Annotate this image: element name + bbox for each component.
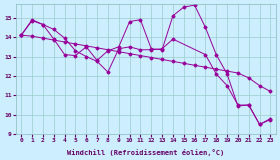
X-axis label: Windchill (Refroidissement éolien,°C): Windchill (Refroidissement éolien,°C) (67, 149, 225, 156)
